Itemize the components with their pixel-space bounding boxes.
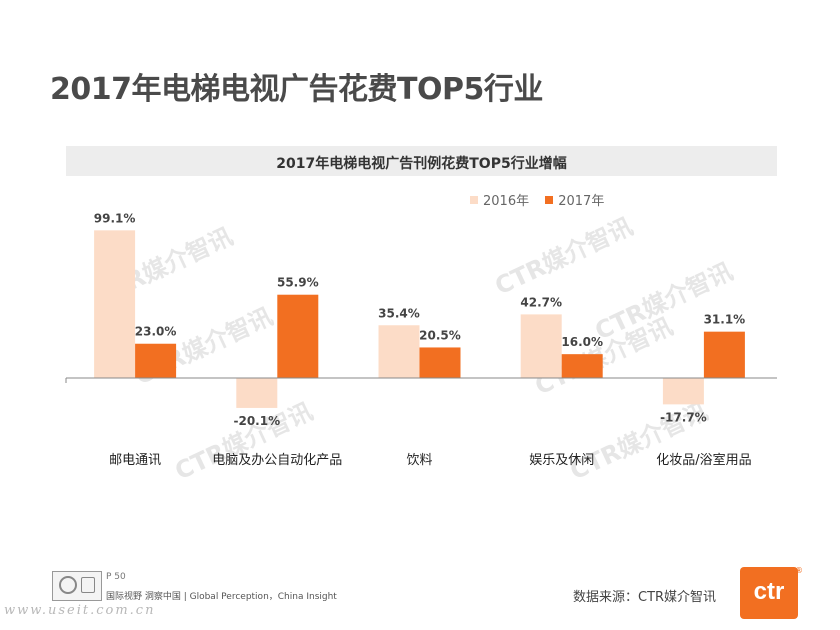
- registered-mark-icon: ®: [795, 566, 803, 575]
- bar-2016-4: [662, 378, 704, 405]
- data-label-2017-0: 23.0%: [135, 325, 177, 339]
- bar-2016-1: [236, 378, 278, 408]
- data-label-2017-1: 55.9%: [277, 276, 319, 290]
- data-label-2017-3: 16.0%: [561, 335, 603, 349]
- page-number: P 50: [106, 572, 126, 582]
- legend-item-2017: 2017年: [545, 190, 604, 209]
- data-label-2017-2: 20.5%: [419, 328, 461, 342]
- data-source: 数据来源：CTR媒介智讯: [573, 590, 717, 605]
- badge-seal-icon: [59, 576, 77, 594]
- logo-text: ctr: [753, 578, 785, 605]
- data-label-2016-3: 42.7%: [520, 295, 562, 309]
- bar-2017-0: [135, 343, 177, 378]
- chart-title: 2017年电梯电视广告刊例花费TOP5行业增幅: [276, 156, 567, 172]
- site-watermark: www.useit.com.cn: [4, 603, 156, 618]
- data-label-2016-0: 99.1%: [94, 211, 136, 225]
- category-label-1: 电脑及办公自动化产品: [212, 453, 342, 468]
- data-label-2016-4: -17.7%: [660, 410, 707, 424]
- bar-2017-2: [419, 347, 461, 378]
- legend-label-2017: 2017年: [558, 194, 605, 209]
- bar-2016-0: [94, 230, 136, 378]
- legend-swatch-2017: [545, 196, 554, 204]
- chart-title-bar: 2017年电梯电视广告刊例花费TOP5行业增幅: [66, 146, 777, 176]
- category-label-2: 饮料: [406, 453, 432, 468]
- category-label-4: 化妆品/浴室用品: [656, 452, 751, 468]
- bar-2016-2: [378, 325, 420, 378]
- watermark-text: CTR媒介智讯: [171, 397, 317, 485]
- ctr-logo: ctr: [740, 567, 798, 619]
- category-label-3: 娱乐及休闲: [529, 453, 594, 468]
- legend-item-2016: 2016年: [470, 190, 529, 209]
- bar-2017-4: [703, 331, 745, 378]
- footer-slogan: 国际视野 洞察中国 | Global Perception，China Insi…: [106, 592, 337, 602]
- watermark-text: CTR媒介智讯: [491, 212, 637, 300]
- legend-swatch-2016: [470, 196, 478, 204]
- category-label-0: 邮电通讯: [109, 453, 161, 468]
- data-label-2017-4: 31.1%: [704, 313, 746, 327]
- chart-legend: 2016年 2017年: [470, 190, 616, 209]
- badge-check-icon: [81, 577, 95, 593]
- legend-label-2016: 2016年: [483, 194, 530, 209]
- data-label-2016-1: -20.1%: [233, 414, 280, 428]
- bar-2016-3: [520, 314, 562, 378]
- page-title: 2017年电梯电视广告花费TOP5行业: [50, 72, 543, 107]
- data-label-2016-2: 35.4%: [378, 306, 420, 320]
- bar-2017-1: [277, 294, 319, 378]
- certification-badge: [52, 571, 102, 601]
- bar-2017-3: [561, 354, 603, 378]
